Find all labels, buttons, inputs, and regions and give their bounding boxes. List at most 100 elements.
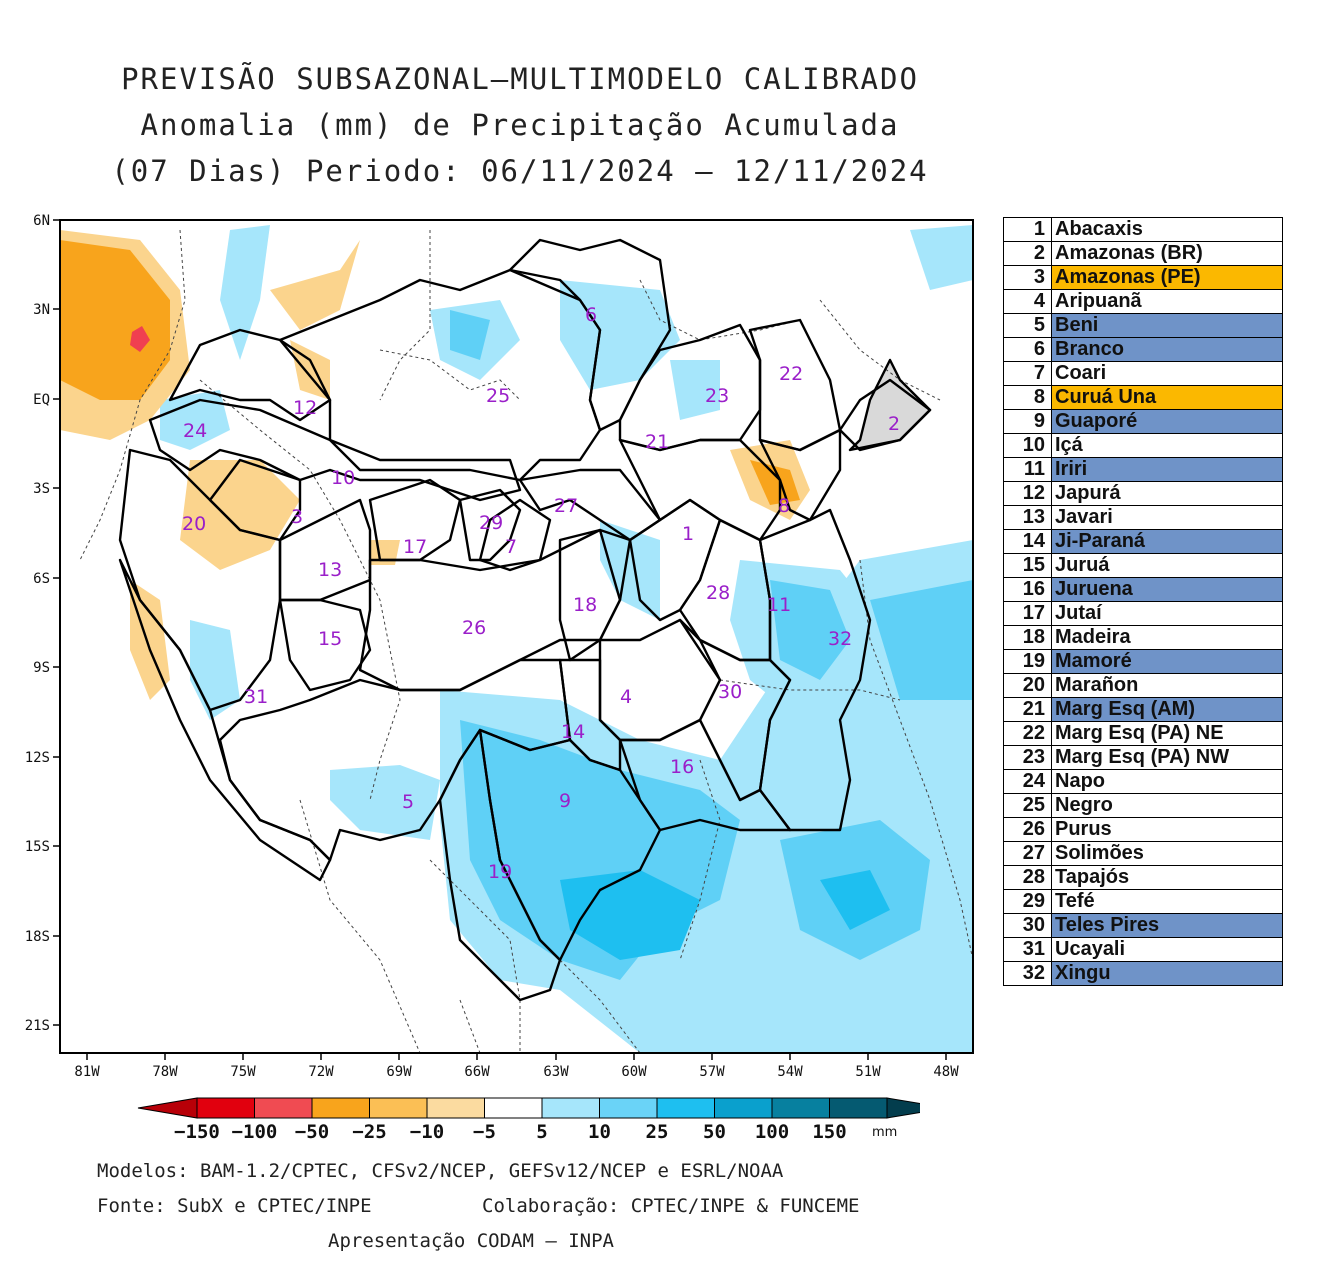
colorbar-swatch xyxy=(541,1097,600,1119)
basin-label-12: 12 xyxy=(293,397,317,419)
colorbar-swatches xyxy=(137,1097,920,1119)
colorbar-tick-label: 150 xyxy=(812,1121,846,1143)
legend-row: 14 Ji-Paraná xyxy=(1003,529,1283,554)
legend-basin-name: Teles Pires xyxy=(1051,913,1283,938)
legend-basin-name: Xingu xyxy=(1051,961,1283,986)
basin-label-31: 31 xyxy=(244,686,268,708)
lat-label: 12S xyxy=(25,750,50,766)
legend-basin-name: Iriri xyxy=(1051,457,1283,482)
legend-row: 25 Negro xyxy=(1003,793,1283,818)
legend-row: 21 Marg Esq (AM) xyxy=(1003,697,1283,722)
basin-label-10: 10 xyxy=(331,467,355,489)
legend-number: 31 xyxy=(1003,937,1052,962)
colorbar-tick-label: −100 xyxy=(232,1121,278,1143)
basin-label-26: 26 xyxy=(462,617,486,639)
legend-basin-name: Solimões xyxy=(1051,841,1283,866)
colorbar-swatch xyxy=(599,1097,658,1119)
legend-row: 28 Tapajós xyxy=(1003,865,1283,890)
legend-basin-name: Napo xyxy=(1051,769,1283,794)
legend-number: 17 xyxy=(1003,601,1052,626)
legend-basin-name: Marg Esq (PA) NW xyxy=(1051,745,1283,770)
colorbar-tick-label: 5 xyxy=(536,1121,547,1143)
legend-basin-name: Marg Esq (PA) NE xyxy=(1051,721,1283,746)
basin-boundaries xyxy=(118,238,932,1002)
colorbar-swatch xyxy=(829,1097,888,1119)
basin-label-13: 13 xyxy=(318,559,342,581)
basin-label-11: 11 xyxy=(767,594,791,616)
legend-basin-name: Tapajós xyxy=(1051,865,1283,890)
legend-number: 26 xyxy=(1003,817,1052,842)
colorbar-swatch xyxy=(311,1097,370,1119)
legend-number: 19 xyxy=(1003,649,1052,674)
basin-label-6: 6 xyxy=(585,304,597,326)
legend-basin-name: Marg Esq (AM) xyxy=(1051,697,1283,722)
colorbar-swatch xyxy=(426,1097,485,1119)
legend-row: 12 Japurá xyxy=(1003,481,1283,506)
legend-number: 15 xyxy=(1003,553,1052,578)
basin-label-22: 22 xyxy=(779,363,803,385)
lon-label: 78W xyxy=(152,1064,178,1080)
legend-number: 25 xyxy=(1003,793,1052,818)
legend-number: 2 xyxy=(1003,241,1052,266)
legend-basin-name: Beni xyxy=(1051,313,1283,338)
negative-anomaly-mid xyxy=(60,240,800,505)
colorbar-swatch xyxy=(484,1097,543,1119)
legend-basin-name: Ucayali xyxy=(1051,937,1283,962)
basin-label-25: 25 xyxy=(486,385,510,407)
legend-row: 20 Marañon xyxy=(1003,673,1283,698)
lon-label: 57W xyxy=(699,1064,725,1080)
lon-label: 81W xyxy=(74,1064,100,1080)
basin-number-labels: 1 2 3 4 5 6 7 8 9 10 11 12 13 14 15 16 1… xyxy=(182,304,900,883)
legend-number: 12 xyxy=(1003,481,1052,506)
colorbar-swatch xyxy=(254,1097,313,1119)
legend-number: 28 xyxy=(1003,865,1052,890)
lat-label: 15S xyxy=(25,839,50,855)
legend-basin-name: Tefé xyxy=(1051,889,1283,914)
basin-label-9: 9 xyxy=(559,790,571,812)
legend-row: 6 Branco xyxy=(1003,337,1283,362)
legend-row: 18 Madeira xyxy=(1003,625,1283,650)
legend-basin-name: Abacaxis xyxy=(1051,217,1283,242)
legend-row: 16 Juruena xyxy=(1003,577,1283,602)
colorbar-tick-label: −150 xyxy=(174,1121,220,1143)
lon-label: 60W xyxy=(621,1064,647,1080)
legend-row: 9 Guaporé xyxy=(1003,409,1283,434)
lon-label: 72W xyxy=(308,1064,334,1080)
legend-number: 11 xyxy=(1003,457,1052,482)
anomaly-fields: 1 2 3 4 5 6 7 8 9 10 11 12 13 14 15 16 1… xyxy=(60,220,973,1053)
lat-label: 21S xyxy=(25,1018,50,1034)
basin-label-19: 19 xyxy=(488,861,512,883)
colorbar-tick-label: 25 xyxy=(646,1121,669,1143)
legend-basin-name: Amazonas (PE) xyxy=(1051,265,1283,290)
legend-row: 31 Ucayali xyxy=(1003,937,1283,962)
legend-row: 11 Iriri xyxy=(1003,457,1283,482)
longitude-axis: 81W 78W 75W 72W 69W 66W 63W 60W 57W 54W … xyxy=(74,1053,959,1080)
legend-row: 27 Solimões xyxy=(1003,841,1283,866)
legend-row: 26 Purus xyxy=(1003,817,1283,842)
legend-row: 5 Beni xyxy=(1003,313,1283,338)
basin-label-2: 2 xyxy=(888,413,900,435)
legend-number: 7 xyxy=(1003,361,1052,386)
legend-row: 30 Teles Pires xyxy=(1003,913,1283,938)
legend-number: 18 xyxy=(1003,625,1052,650)
legend-basin-name: Aripuanã xyxy=(1051,289,1283,314)
legend-basin-name: Juruena xyxy=(1051,577,1283,602)
lat-label: 3N xyxy=(33,302,50,318)
legend-basin-name: Curuá Una xyxy=(1051,385,1283,410)
lat-label: 9S xyxy=(33,660,50,676)
basin-label-17: 17 xyxy=(403,536,427,558)
colorbar-swatch xyxy=(771,1097,830,1119)
legend-basin-name: Juruá xyxy=(1051,553,1283,578)
lat-label: 18S xyxy=(25,929,50,945)
legend-row: 32 Xingu xyxy=(1003,961,1283,986)
legend-basin-name: Ji-Paraná xyxy=(1051,529,1283,554)
legend-number: 5 xyxy=(1003,313,1052,338)
legend-row: 24 Napo xyxy=(1003,769,1283,794)
legend-basin-name: Purus xyxy=(1051,817,1283,842)
basin-label-20: 20 xyxy=(182,513,206,535)
legend-row: 23 Marg Esq (PA) NW xyxy=(1003,745,1283,770)
latitude-axis: 6N 3N EQ 3S 6S 9S 12S 15S 18S 21S xyxy=(25,213,60,1034)
lon-label: 69W xyxy=(386,1064,412,1080)
legend-basin-name: Guaporé xyxy=(1051,409,1283,434)
basin-label-30: 30 xyxy=(718,681,742,703)
